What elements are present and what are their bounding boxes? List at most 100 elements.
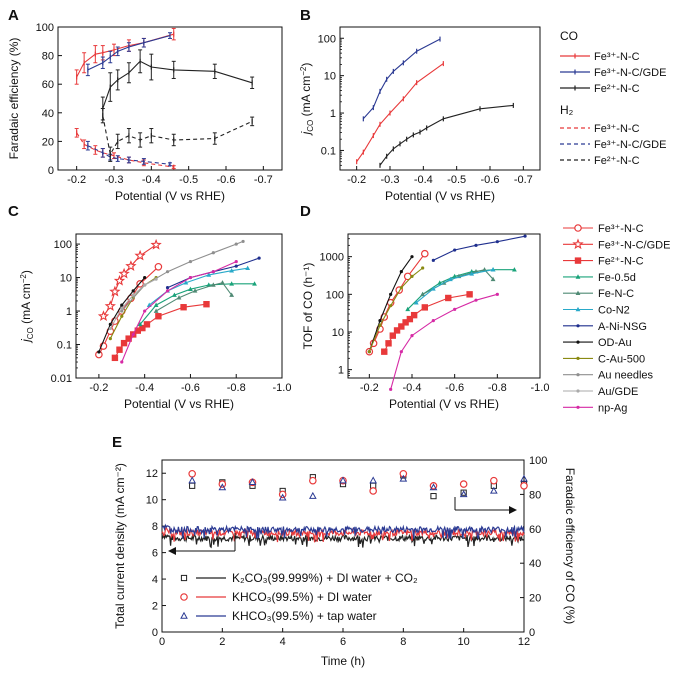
data-point bbox=[131, 332, 135, 337]
data-point bbox=[116, 346, 123, 353]
legend-item: KHCO₃(99.5%) + tap water bbox=[232, 609, 377, 623]
plot-frame bbox=[75, 233, 283, 379]
data-point bbox=[389, 292, 393, 296]
plot-frame bbox=[339, 26, 541, 171]
legend-marker bbox=[576, 405, 580, 409]
data-point bbox=[431, 258, 435, 262]
data-point bbox=[120, 314, 124, 318]
legend-marker bbox=[575, 306, 581, 312]
legend-marker bbox=[180, 593, 188, 601]
data-point bbox=[153, 302, 159, 307]
data-point bbox=[495, 240, 499, 244]
data-point bbox=[234, 264, 238, 268]
plot-frame bbox=[57, 26, 283, 171]
data-point bbox=[448, 276, 453, 282]
fe-point bbox=[339, 476, 347, 484]
y-tick-label: 40 bbox=[42, 108, 54, 120]
series-line bbox=[114, 303, 207, 359]
data-point bbox=[445, 294, 452, 302]
fe-point bbox=[399, 474, 408, 482]
data-point bbox=[413, 300, 419, 305]
legend-item: Fe³⁺-N-C bbox=[594, 51, 640, 63]
data-point bbox=[466, 291, 473, 298]
panel-label-b: B bbox=[300, 7, 311, 24]
data-point bbox=[234, 259, 238, 264]
legend-marker bbox=[576, 389, 580, 393]
panel-e: E0 2 4 6 8 10 12024681012020406080100K₂CO₃(99.… bbox=[112, 434, 577, 668]
legend-item: Fe³⁺-N-C/GDE bbox=[594, 139, 666, 151]
data-point bbox=[143, 283, 147, 287]
arrow-left-head bbox=[168, 547, 176, 555]
fe-point bbox=[189, 482, 196, 489]
y-right-tick-label: 40 bbox=[529, 558, 541, 570]
data-point bbox=[495, 292, 499, 296]
legend-title-h2: H₂ bbox=[560, 103, 574, 117]
y-axis-label-sub: CO bbox=[26, 327, 35, 339]
data-point bbox=[188, 259, 193, 264]
legend-marker bbox=[576, 324, 580, 328]
y-tick-label: 1 bbox=[330, 108, 336, 120]
legend-item: OD-Au bbox=[598, 337, 632, 349]
y-tick-label: 1000 bbox=[320, 252, 344, 264]
legend-e: K₂CO₃(99.999%) + DI water + CO₂ KHCO₃(99.… bbox=[180, 571, 418, 623]
data-point bbox=[172, 292, 177, 297]
x-tick-label: -1.0 bbox=[531, 382, 550, 394]
x-tick-label: -0.6 bbox=[481, 174, 500, 186]
x-tick-label: -0.4 bbox=[414, 174, 433, 186]
data-point bbox=[131, 293, 135, 297]
data-point bbox=[206, 272, 212, 277]
x-tick-label: -0.2 bbox=[67, 174, 86, 186]
data-point bbox=[410, 255, 414, 259]
x-axis-label: Potential (V vs RHE) bbox=[124, 397, 234, 411]
series-line bbox=[76, 132, 174, 168]
data-point bbox=[410, 274, 414, 278]
x-tick-label: 8 bbox=[400, 636, 406, 648]
y-tick-label: 6 bbox=[152, 548, 158, 560]
data-point bbox=[420, 249, 429, 258]
data-point bbox=[134, 249, 146, 261]
data-point bbox=[234, 242, 238, 246]
fe-point bbox=[369, 487, 377, 495]
current-trace bbox=[161, 533, 525, 549]
x-tick-label: -0.4 bbox=[135, 382, 154, 394]
data-point bbox=[97, 350, 101, 354]
y-tick-label: 20 bbox=[42, 136, 54, 148]
y-axis-label: Faradaic efficiency (%) bbox=[7, 38, 21, 160]
data-point bbox=[143, 321, 151, 328]
x-tick-label: -0.5 bbox=[179, 174, 198, 186]
x-tick-label: 12 bbox=[518, 636, 530, 648]
x-tick-label: 0 bbox=[159, 636, 165, 648]
y-axis-label-sup: −2 bbox=[19, 274, 28, 284]
fe-point bbox=[308, 491, 317, 499]
data-point bbox=[410, 311, 418, 319]
legend-marker bbox=[180, 574, 188, 582]
data-point bbox=[111, 354, 119, 362]
x-tick-label: 6 bbox=[340, 636, 346, 648]
data-point bbox=[474, 298, 478, 302]
data-point bbox=[113, 274, 126, 286]
data-point bbox=[176, 295, 182, 300]
data-point bbox=[490, 276, 496, 282]
data-point bbox=[134, 327, 141, 334]
data-point bbox=[203, 301, 210, 308]
fe-point bbox=[459, 490, 468, 498]
data-point bbox=[154, 277, 158, 281]
x-tick-label: -0.6 bbox=[217, 174, 236, 186]
panel-label-a: A bbox=[8, 7, 19, 24]
y-axis-label-close: ) bbox=[299, 63, 313, 67]
data-point bbox=[188, 286, 193, 291]
data-point bbox=[229, 281, 235, 286]
data-point bbox=[378, 319, 382, 323]
legend-marker bbox=[572, 238, 584, 250]
x-tick-label: -0.2 bbox=[360, 382, 379, 394]
legend-marker bbox=[575, 274, 581, 279]
y-tick-label: 10 bbox=[146, 495, 158, 507]
data-point bbox=[389, 304, 393, 308]
data-point bbox=[452, 273, 458, 279]
legend-marker bbox=[576, 373, 580, 377]
y-tick-label: 0.1 bbox=[57, 340, 72, 352]
data-point bbox=[104, 300, 116, 311]
data-point bbox=[430, 286, 436, 291]
data-point bbox=[125, 335, 132, 342]
x-tick-label: 4 bbox=[280, 636, 286, 648]
